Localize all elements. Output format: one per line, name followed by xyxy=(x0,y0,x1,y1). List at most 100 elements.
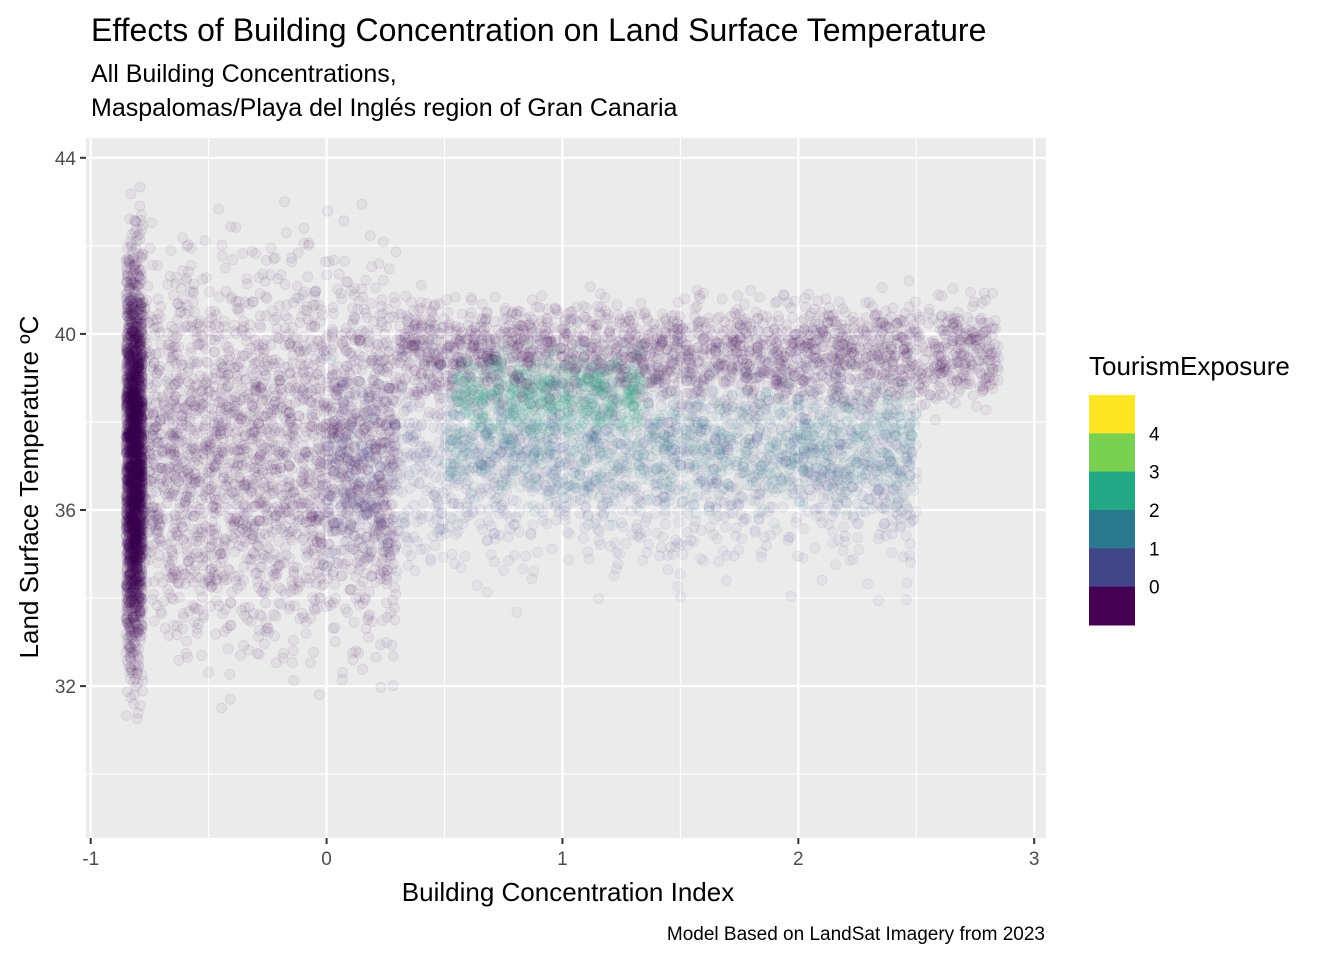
scatter-point xyxy=(126,357,138,369)
scatter-point xyxy=(123,590,135,602)
scatter-point xyxy=(132,426,144,438)
scatter-point xyxy=(131,504,143,516)
scatter-point xyxy=(131,562,143,574)
scatter-point xyxy=(125,303,137,315)
scatter-point xyxy=(134,550,146,562)
scatter-point xyxy=(123,517,134,529)
scatter-point xyxy=(130,432,142,444)
scatter-point xyxy=(126,425,138,437)
scatter-point xyxy=(126,505,138,517)
scatter-point xyxy=(350,571,362,582)
scatter-point xyxy=(203,666,215,678)
scatter-point xyxy=(120,523,132,535)
scatter-point xyxy=(131,668,143,679)
scatter-point xyxy=(134,527,146,539)
scatter-point xyxy=(133,569,145,581)
scatter-point xyxy=(125,428,136,440)
scatter-point xyxy=(127,436,139,448)
scatter-point xyxy=(122,379,134,390)
scatter-point xyxy=(242,613,254,625)
scatter-point xyxy=(225,513,237,525)
scatter-point xyxy=(127,611,138,623)
scatter-point xyxy=(121,561,133,573)
scatter-point xyxy=(178,611,190,623)
scatter-point xyxy=(216,702,228,714)
scatter-point xyxy=(125,458,137,470)
scatter-point xyxy=(125,459,137,471)
scatter-point xyxy=(377,236,389,248)
scatter-point xyxy=(188,430,200,442)
scatter-point xyxy=(265,339,277,351)
scatter-point xyxy=(126,517,138,529)
scatter-point xyxy=(128,456,140,468)
scatter-point xyxy=(136,532,148,544)
scatter-point xyxy=(135,449,147,461)
scatter-point xyxy=(303,577,315,589)
scatter-point xyxy=(387,594,399,606)
scatter-point xyxy=(132,458,144,470)
scatter-point xyxy=(126,309,138,321)
scatter-point xyxy=(133,388,145,400)
scatter-point xyxy=(131,296,143,308)
scatter-point xyxy=(152,557,164,569)
scatter-point xyxy=(132,551,144,563)
scatter-point xyxy=(168,446,180,458)
scatter-point xyxy=(130,382,142,394)
scatter-point xyxy=(287,297,299,309)
scatter-point xyxy=(390,246,402,258)
scatter-point xyxy=(129,442,141,454)
scatter-point xyxy=(130,346,142,358)
scatter-point xyxy=(126,478,138,489)
scatter-point xyxy=(128,376,140,388)
scatter-point xyxy=(200,473,212,485)
scatter-point xyxy=(130,490,141,502)
scatter-point xyxy=(288,430,300,442)
scatter-point xyxy=(255,570,266,582)
scatter-point xyxy=(133,413,144,425)
scatter-point xyxy=(123,445,135,457)
scatter-point xyxy=(146,217,158,229)
scatter-point xyxy=(123,631,135,642)
scatter-point xyxy=(133,433,145,445)
scatter-point xyxy=(360,623,372,635)
scatter-point xyxy=(132,395,144,407)
scatter-point xyxy=(120,646,132,658)
scatter-point xyxy=(133,399,144,411)
scatter-point xyxy=(230,349,242,361)
scatter-point xyxy=(387,680,399,691)
scatter-point xyxy=(233,305,245,317)
scatter-point xyxy=(128,698,140,710)
scatter-point xyxy=(136,480,148,492)
scatter-point xyxy=(135,380,147,392)
scatter-point xyxy=(162,463,174,475)
scatter-point xyxy=(133,471,145,483)
scatter-point xyxy=(181,442,193,454)
scatter-point xyxy=(341,345,353,356)
scatter-point xyxy=(135,428,147,439)
scatter-point xyxy=(128,491,140,503)
scatter-point xyxy=(279,196,290,208)
scatter-point xyxy=(357,663,369,675)
scatter-point xyxy=(135,464,147,476)
scatter-point xyxy=(124,673,136,685)
scatter-point xyxy=(121,427,133,439)
scatter-point xyxy=(232,570,244,581)
scatter-point xyxy=(354,375,366,387)
scatter-point xyxy=(134,394,146,406)
scatter-point xyxy=(128,327,140,339)
scatter-point xyxy=(309,604,321,616)
scatter-point xyxy=(207,410,219,422)
grid-major xyxy=(86,138,1046,838)
scatter-point xyxy=(308,548,320,560)
scatter-point xyxy=(297,532,309,544)
scatter-point xyxy=(133,470,145,482)
scatter-point xyxy=(121,461,133,473)
scatter-point xyxy=(136,348,147,360)
scatter-point xyxy=(133,438,145,450)
scatter-point xyxy=(137,491,149,503)
scatter-point xyxy=(136,394,148,406)
scatter-point xyxy=(276,584,288,596)
scatter-point xyxy=(284,382,296,394)
scatter-point xyxy=(213,203,225,215)
scatter-point xyxy=(125,337,137,349)
